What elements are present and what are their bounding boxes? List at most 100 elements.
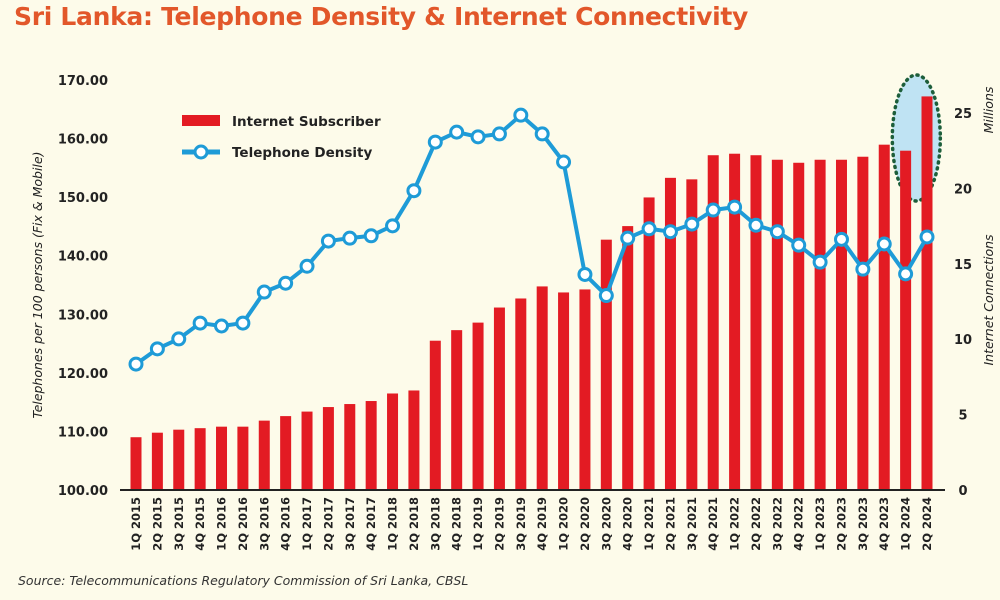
x-tick-label: 2Q 2020 (578, 497, 592, 551)
x-tick-label: 2Q 2021 (663, 497, 677, 551)
legend-label-internet: Internet Subscriber (232, 114, 381, 130)
y2-tick-label: 15 (954, 258, 972, 273)
point-2q-2023 (833, 231, 849, 247)
y-tick-label: 110.00 (58, 425, 108, 440)
point-2q-2015 (149, 341, 165, 357)
bar-1q-2024 (900, 150, 912, 490)
x-tick-label: 2Q 2024 (920, 497, 934, 551)
point-2q-2018 (406, 183, 422, 199)
source-note: Source: Telecommunications Regulatory Co… (18, 573, 469, 588)
bar-4q-2019 (536, 286, 548, 490)
x-tick-label: 4Q 2020 (621, 497, 635, 551)
bar-4q-2022 (793, 162, 805, 490)
bar-3q-2019 (515, 298, 527, 490)
bar-1q-2023 (814, 159, 826, 491)
bar-1q-2018 (387, 393, 399, 490)
x-tick-label: 3Q 2015 (172, 497, 186, 551)
point-2q-2022 (748, 217, 764, 233)
x-tick-label: 4Q 2022 (792, 497, 806, 551)
y-tick-label: 100.00 (58, 484, 108, 499)
x-tick-label: 1Q 2021 (642, 497, 656, 551)
x-tick-label: 1Q 2022 (728, 497, 742, 551)
x-tick-label: 4Q 2017 (364, 497, 378, 551)
x-tick-label: 4Q 2018 (450, 497, 464, 551)
point-4q-2018 (449, 124, 465, 140)
y2-tick-label: 10 (954, 333, 972, 348)
bar-1q-2015 (130, 437, 142, 490)
bar-2q-2015 (151, 432, 163, 490)
y2-tick-label: 5 (958, 409, 967, 424)
point-1q-2024 (898, 266, 914, 282)
point-2q-2016 (235, 315, 251, 331)
point-3q-2021 (684, 216, 700, 232)
x-tick-label: 1Q 2017 (300, 497, 314, 551)
x-tick-label: 3Q 2017 (343, 497, 357, 551)
y2-tick-label: 20 (954, 182, 972, 197)
x-tick-label: 3Q 2022 (770, 497, 784, 551)
x-tick-label: 1Q 2023 (813, 497, 827, 551)
y-axis-label: Telephones per 100 persons (Fix & Mobile… (30, 152, 45, 419)
y2-axis-unit: Millions (981, 86, 996, 133)
point-4q-2016 (278, 275, 294, 291)
point-4q-2022 (791, 237, 807, 253)
y-tick-label: 130.00 (58, 308, 108, 323)
x-tick-label: 4Q 2015 (193, 497, 207, 551)
bar-2q-2018 (408, 390, 420, 490)
point-2q-2019 (491, 126, 507, 142)
bar-1q-2020 (558, 292, 570, 490)
point-4q-2023 (876, 236, 892, 252)
point-4q-2019 (534, 126, 550, 142)
y-tick-label: 140.00 (58, 250, 108, 265)
x-tick-label: 2Q 2015 (150, 497, 164, 551)
x-tick-label: 4Q 2019 (535, 497, 549, 551)
bar-2q-2017 (322, 407, 334, 490)
x-tick-label: 4Q 2021 (706, 497, 720, 551)
bar-4q-2015 (194, 428, 206, 490)
x-tick-label: 2Q 2022 (749, 497, 763, 551)
point-2q-2020 (577, 266, 593, 282)
x-tick-label: 1Q 2019 (471, 497, 485, 551)
bar-2q-2021 (664, 177, 676, 490)
point-3q-2018 (427, 134, 443, 150)
bar-2q-2022 (750, 155, 762, 490)
point-1q-2016 (214, 318, 230, 334)
point-3q-2015 (171, 331, 187, 347)
point-1q-2018 (385, 218, 401, 234)
point-3q-2020 (598, 288, 614, 304)
legend: Internet Subscriber Telephone Density (182, 114, 381, 161)
y-tick-label: 120.00 (58, 367, 108, 382)
bar-3q-2015 (173, 429, 185, 490)
x-tick-label: 1Q 2024 (899, 497, 913, 551)
bar-3q-2020 (600, 239, 612, 490)
x-tick-label: 2Q 2016 (236, 497, 250, 551)
x-tick-label: 3Q 2016 (257, 497, 271, 551)
bar-1q-2019 (472, 322, 484, 490)
x-tick-label: 2Q 2023 (834, 497, 848, 551)
bar-1q-2022 (729, 153, 741, 490)
bar-4q-2023 (878, 144, 890, 490)
x-tick-label: 2Q 2018 (407, 497, 421, 551)
bar-1q-2016 (216, 426, 228, 490)
bar-3q-2022 (771, 159, 783, 491)
bar-4q-2016 (280, 416, 292, 490)
point-2q-2017 (320, 233, 336, 249)
x-tick-label: 1Q 2016 (215, 497, 229, 551)
point-3q-2017 (342, 230, 358, 246)
point-1q-2022 (727, 199, 743, 215)
bar-2q-2024 (921, 96, 933, 491)
point-3q-2023 (855, 261, 871, 277)
x-tick-label: 1Q 2020 (557, 497, 571, 551)
point-4q-2021 (705, 202, 721, 218)
legend-marker-icon (193, 144, 209, 160)
point-4q-2015 (192, 315, 208, 331)
point-2q-2021 (662, 224, 678, 240)
y2-axis-label: Internet Connections (981, 234, 996, 366)
y2-tick-label: 0 (958, 484, 967, 499)
x-tick-label: 3Q 2019 (514, 497, 528, 551)
point-3q-2019 (513, 107, 529, 123)
legend-label-telephone: Telephone Density (232, 145, 372, 161)
legend-bar-swatch (182, 115, 220, 126)
bar-2q-2019 (493, 307, 505, 490)
x-tick-label: 3Q 2023 (856, 497, 870, 551)
